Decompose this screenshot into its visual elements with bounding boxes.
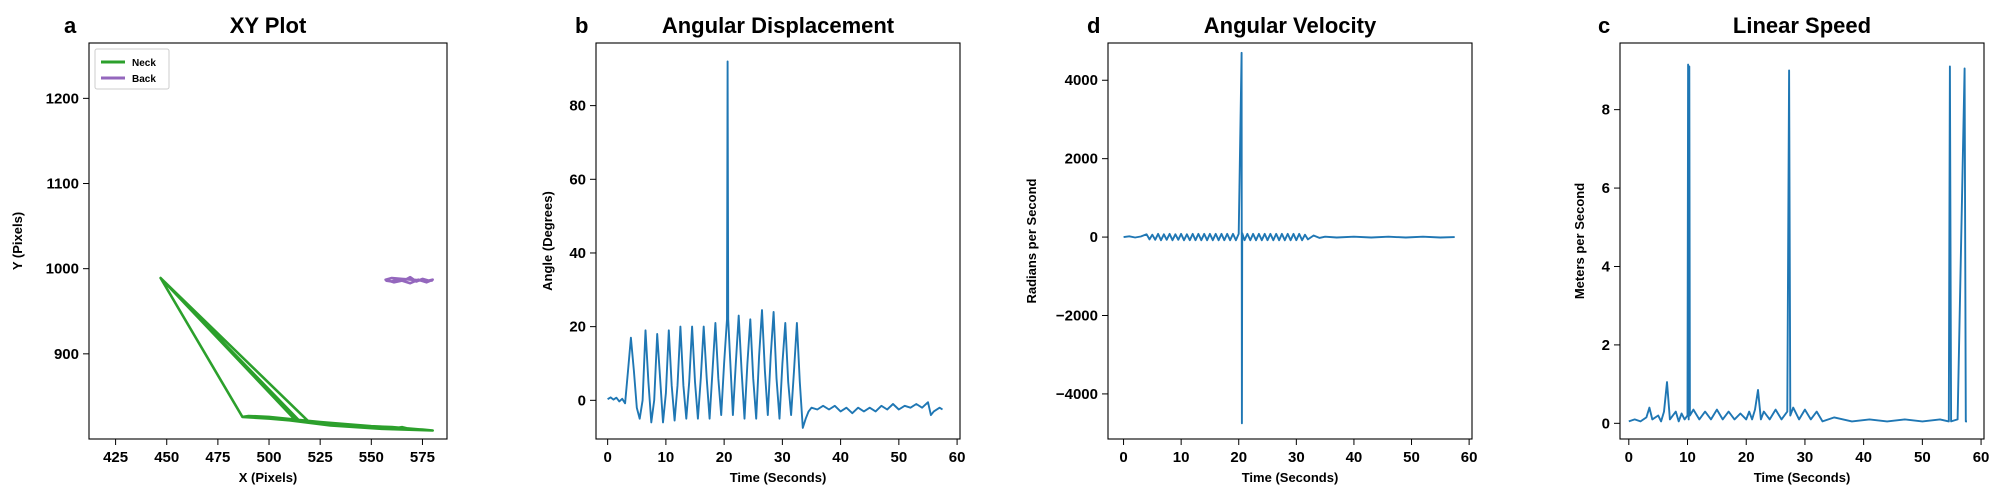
x-tick-label: 525	[308, 449, 333, 466]
x-tick-label: 575	[410, 449, 435, 466]
x-tick-label: 425	[103, 449, 128, 466]
x-tick-label: 30	[774, 449, 791, 466]
plot-frame	[595, 42, 961, 440]
y-tick-label: 2000	[1065, 151, 1098, 168]
x-tick-label: 0	[603, 449, 611, 466]
chart-panel-b: 0 10 20 30 40 50 60 0 20 40 60 80 Angular Displaceme…	[540, 13, 965, 485]
y-axis-label: Radians per Second	[1024, 178, 1039, 303]
panel-letter: a	[64, 13, 77, 38]
x-tick-label: 40	[1855, 449, 1872, 466]
x-tick-label: 40	[1346, 449, 1363, 466]
chart-panel-d: 0 10 20 30 40 50 60 −4000 −2000 0 2000 4000 Angular …	[1024, 13, 1477, 485]
x-tick-label: 550	[359, 449, 384, 466]
y-tick-label: 40	[569, 245, 586, 262]
y-tick-label: −2000	[1056, 307, 1098, 324]
y-tick-label: 900	[54, 346, 79, 363]
x-tick-label: 475	[205, 449, 230, 466]
y-axis-label: Y (Pixels)	[10, 212, 25, 270]
x-axis-label: Time (Seconds)	[730, 470, 827, 485]
chart-panel-a: 425 450 475 500 525 550 575 900 1000 1100 1200 XY P…	[10, 13, 448, 485]
x-tick-label: 60	[1461, 449, 1478, 466]
y-tick-label: 60	[569, 171, 586, 188]
x-axis-label: Time (Seconds)	[1242, 470, 1339, 485]
chart-title: XY Plot	[230, 13, 307, 38]
plot-frame	[88, 42, 448, 440]
series-line-0	[1123, 51, 1455, 425]
chart-title: Angular Velocity	[1204, 13, 1377, 38]
chart-title: Linear Speed	[1733, 13, 1871, 38]
x-tick-label: 40	[832, 449, 849, 466]
x-tick-label: 500	[257, 449, 282, 466]
y-tick-label: −4000	[1056, 386, 1098, 403]
panel-letter: b	[575, 13, 588, 38]
x-tick-label: 0	[1119, 449, 1127, 466]
x-tick-label: 10	[1173, 449, 1190, 466]
series-line-0	[607, 60, 944, 429]
y-tick-label: 2	[1602, 337, 1610, 354]
plot-frame	[1619, 42, 1985, 440]
y-tick-label: 4000	[1065, 72, 1098, 89]
y-tick-label: 6	[1602, 180, 1610, 197]
x-tick-label: 60	[1973, 449, 1990, 466]
series-line-0	[1628, 63, 1967, 423]
x-tick-label: 10	[658, 449, 675, 466]
plot-frame	[1107, 42, 1473, 440]
legend-label-back: Back	[132, 74, 156, 85]
y-tick-label: 20	[569, 319, 586, 336]
y-tick-label: 4	[1602, 258, 1611, 275]
x-tick-label: 10	[1679, 449, 1696, 466]
x-tick-label: 30	[1797, 449, 1814, 466]
y-axis-label: Angle (Degrees)	[540, 191, 555, 291]
x-tick-label: 20	[1738, 449, 1755, 466]
x-axis-label: Time (Seconds)	[1754, 470, 1851, 485]
x-tick-label: 30	[1288, 449, 1305, 466]
x-tick-label: 50	[891, 449, 908, 466]
x-tick-label: 0	[1625, 449, 1633, 466]
legend: Neck Back	[94, 48, 170, 90]
y-tick-label: 0	[1602, 415, 1610, 432]
y-tick-label: 0	[578, 392, 586, 409]
y-tick-label: 8	[1602, 102, 1610, 119]
chart-panel-c: 0 10 20 30 40 50 60 0 2 4 6 8 Linear Speed c Time (Sec…	[1572, 13, 1989, 485]
chart-title: Angular Displacement	[662, 13, 895, 38]
x-tick-label: 50	[1914, 449, 1931, 466]
y-tick-label: 1200	[46, 90, 79, 107]
x-tick-label: 20	[716, 449, 733, 466]
x-tick-label: 60	[949, 449, 966, 466]
y-tick-label: 80	[569, 98, 586, 115]
y-tick-label: 1100	[46, 176, 79, 193]
x-tick-label: 20	[1230, 449, 1247, 466]
x-axis-label: X (Pixels)	[239, 470, 298, 485]
y-tick-label: 1000	[46, 261, 79, 278]
x-tick-label: 450	[154, 449, 179, 466]
legend-label-neck: Neck	[132, 58, 156, 69]
x-tick-label: 50	[1403, 449, 1420, 466]
panel-letter: d	[1087, 13, 1100, 38]
y-tick-label: 0	[1090, 229, 1098, 246]
series-line-back	[384, 275, 434, 285]
series-line-neck	[159, 276, 434, 432]
panel-letter: c	[1598, 13, 1610, 38]
y-axis-label: Meters per Second	[1572, 183, 1587, 299]
